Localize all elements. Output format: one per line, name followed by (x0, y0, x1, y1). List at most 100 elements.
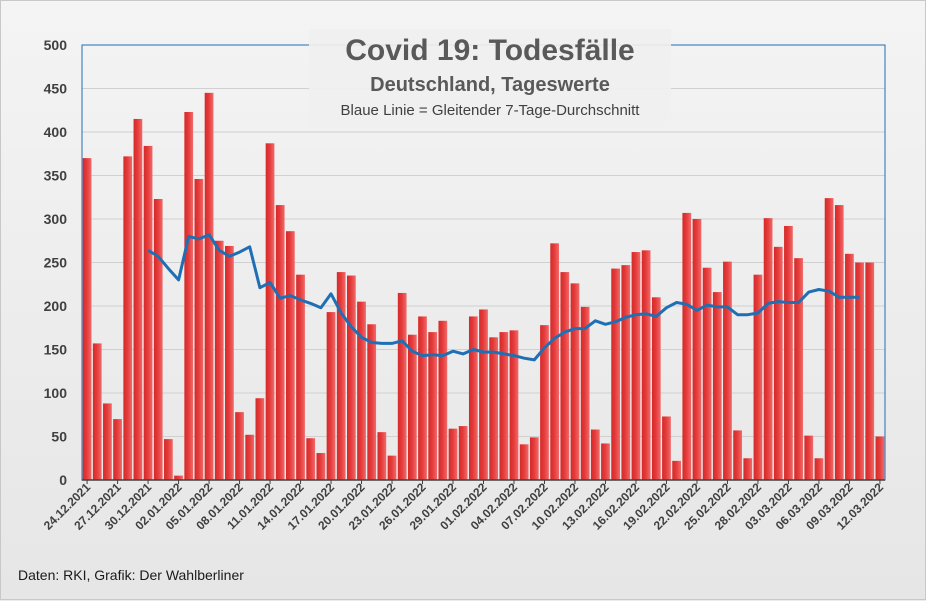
bar (865, 262, 875, 480)
chart-subtitle: Deutschland, Tageswerte (370, 74, 610, 96)
bar (723, 261, 732, 480)
bar (631, 252, 641, 480)
bar (682, 212, 692, 480)
bar (753, 274, 763, 480)
chart-note: Blaue Linie = Gleitender 7-Tage-Durchsch… (341, 102, 641, 119)
bar (357, 301, 366, 480)
bar (845, 253, 854, 480)
bar (702, 267, 712, 480)
bar (153, 198, 163, 481)
bar (621, 265, 631, 480)
bar (590, 429, 600, 480)
bar (174, 475, 183, 480)
bar (479, 309, 488, 480)
moving-average-line (147, 233, 860, 362)
bar (712, 292, 722, 480)
bar (692, 219, 702, 480)
bar (509, 330, 519, 480)
bar (407, 334, 417, 480)
bar (794, 258, 803, 480)
bar (225, 245, 234, 480)
bar (601, 443, 610, 480)
bar (662, 416, 671, 480)
bar (265, 143, 275, 480)
y-tick-label: 150 (44, 342, 68, 358)
bar (763, 218, 773, 480)
bar (164, 439, 173, 480)
source-footer: Daten: RKI, Grafik: Der Wahlberliner (18, 567, 244, 583)
title-block: Covid 19: Todesfälle Deutschland, Tageswe… (309, 29, 671, 127)
bar (672, 460, 681, 480)
bar (560, 272, 570, 480)
bar (275, 205, 285, 480)
bar (235, 412, 244, 480)
bar (194, 178, 204, 481)
y-tick-label: 50 (51, 429, 67, 445)
bar (570, 283, 580, 480)
bar (255, 398, 265, 480)
y-tick-label: 450 (44, 81, 68, 97)
bar (489, 337, 499, 480)
bar (824, 198, 834, 480)
bar (214, 240, 224, 480)
bar (92, 343, 102, 480)
bar (123, 156, 133, 481)
bar (82, 158, 92, 480)
bar (733, 430, 742, 480)
bar (397, 292, 407, 480)
bar (418, 316, 427, 480)
bar (743, 458, 753, 480)
bar (438, 320, 448, 480)
bar (468, 316, 478, 480)
bar (245, 434, 255, 480)
bar (540, 325, 549, 480)
y-tick-label: 350 (44, 168, 68, 184)
bar (875, 436, 885, 480)
y-tick-label: 300 (44, 211, 68, 227)
bar (784, 225, 793, 480)
y-tick-label: 200 (44, 298, 68, 314)
bar (286, 231, 295, 480)
y-tick-label: 0 (59, 472, 67, 488)
bar (814, 458, 824, 480)
bar (773, 246, 783, 480)
bar (834, 205, 844, 480)
bar (306, 438, 316, 480)
bar (133, 118, 143, 480)
y-tick-label: 400 (44, 124, 68, 140)
bar (529, 437, 539, 480)
bar (519, 444, 529, 480)
bar (550, 243, 560, 480)
y-tick-label: 500 (44, 37, 68, 53)
bar (641, 250, 651, 480)
bar (458, 426, 468, 480)
bar (296, 274, 305, 480)
bar (651, 297, 661, 480)
bar (204, 92, 214, 480)
bar (377, 432, 387, 480)
bar (448, 428, 458, 480)
bar (336, 272, 346, 480)
bar (143, 145, 153, 481)
y-tick-label: 100 (44, 385, 68, 401)
bar (103, 403, 112, 480)
bars (82, 92, 885, 481)
bar (428, 332, 438, 480)
bar (184, 111, 194, 481)
bar (804, 435, 814, 480)
bar (387, 455, 397, 480)
bar (346, 275, 356, 480)
bar (499, 332, 509, 480)
title-background (309, 29, 671, 127)
bar (580, 306, 590, 480)
bar (113, 419, 122, 480)
bar (367, 324, 377, 480)
moving-average (147, 233, 860, 362)
bar (855, 262, 864, 480)
y-tick-label: 250 (44, 255, 68, 271)
bar (316, 453, 326, 480)
bar (326, 312, 336, 480)
chart-title: Covid 19: Todesfälle (345, 34, 635, 67)
